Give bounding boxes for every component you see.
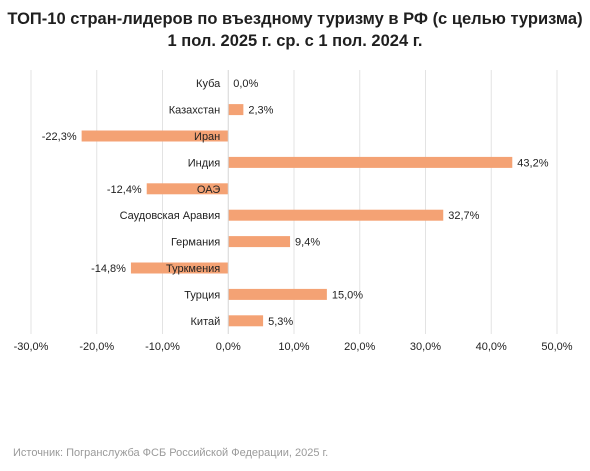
bar <box>130 262 229 274</box>
bar <box>228 209 444 221</box>
chart-title-line-1: ТОП-10 стран-лидеров по въездному туризм… <box>7 10 583 28</box>
value-label: -14,8% <box>91 263 126 275</box>
value-label: 9,4% <box>295 237 320 249</box>
value-label: 5,3% <box>268 316 293 328</box>
x-tick-label: 40,0% <box>476 341 507 353</box>
category-label: Туркмения <box>166 263 220 275</box>
value-label: 43,2% <box>517 157 548 169</box>
value-label: 32,7% <box>448 210 479 222</box>
bar <box>228 288 327 300</box>
category-label: Индия <box>188 157 221 169</box>
value-label: -12,4% <box>107 184 142 196</box>
x-tick-label: 20,0% <box>344 341 375 353</box>
bar <box>81 130 229 142</box>
category-label: ОАЭ <box>197 184 220 196</box>
value-label: 15,0% <box>332 289 363 301</box>
value-label: 2,3% <box>248 105 273 117</box>
category-label: Саудовская Аравия <box>120 210 221 222</box>
bar <box>228 156 513 168</box>
x-tick-label: -20,0% <box>79 341 114 353</box>
bar <box>228 236 291 248</box>
category-label: Иран <box>194 131 220 143</box>
value-label: -22,3% <box>42 131 77 143</box>
x-tick-label: -10,0% <box>145 341 180 353</box>
chart-title: ТОП-10 стран-лидеров по въездному туризм… <box>0 8 590 52</box>
source-note: Источник: Погранслужба ФСБ Российской Фе… <box>13 447 329 459</box>
category-label: Германия <box>171 237 220 249</box>
category-label: Казахстан <box>169 105 221 117</box>
category-label: Китай <box>191 316 221 328</box>
x-tick-label: -30,0% <box>14 341 49 353</box>
x-tick-label: 0,0% <box>216 341 241 353</box>
x-tick-label: 50,0% <box>541 341 572 353</box>
bar <box>228 104 244 116</box>
bar <box>146 183 229 195</box>
bar <box>228 315 264 327</box>
category-label: Турция <box>184 289 220 301</box>
x-tick-label: 30,0% <box>410 341 441 353</box>
chart-title-line-2: 1 пол. 2025 г. ср. с 1 пол. 2024 г. <box>167 32 423 50</box>
value-label: 0,0% <box>233 78 258 90</box>
category-label: Куба <box>196 78 221 90</box>
x-tick-label: 10,0% <box>278 341 309 353</box>
